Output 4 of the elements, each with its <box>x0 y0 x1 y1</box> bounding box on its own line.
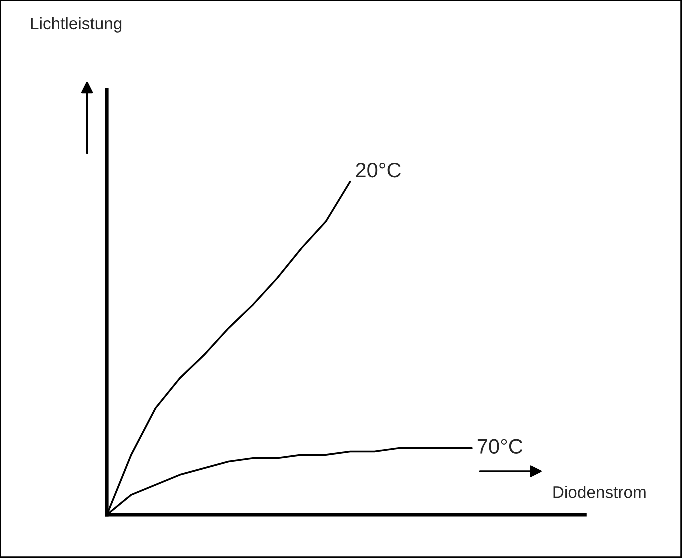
series-label: 20°C <box>356 162 401 178</box>
series-label: 70°C <box>478 439 523 454</box>
text: Lichtleistung <box>31 17 122 33</box>
x-axis-title: Diodenstrom <box>554 486 646 498</box>
